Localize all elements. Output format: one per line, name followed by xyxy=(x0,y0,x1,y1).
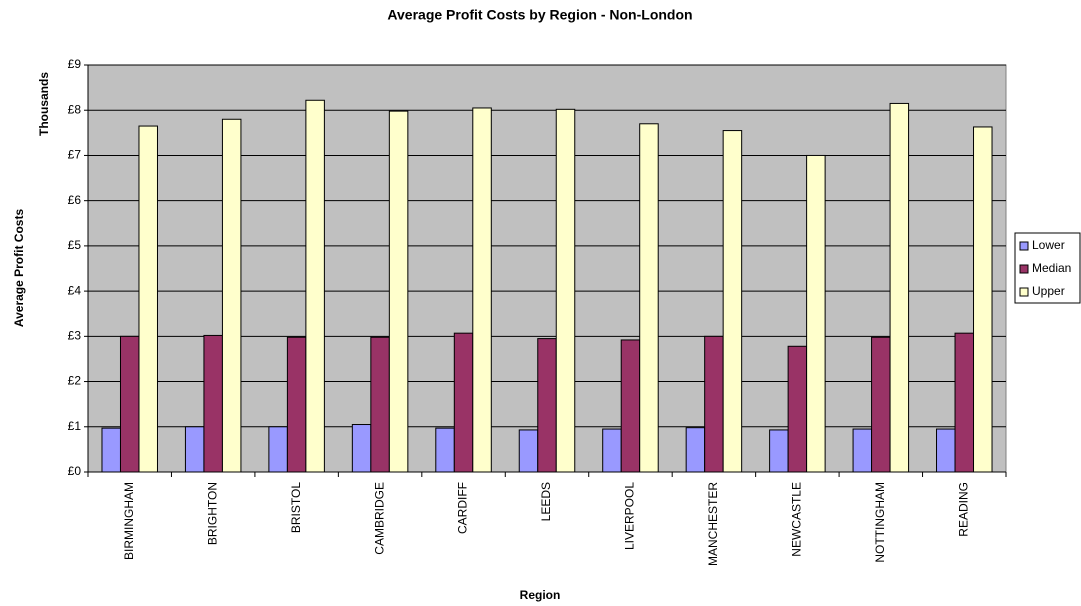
y-tick-label: £5 xyxy=(68,238,82,252)
bar xyxy=(973,126,993,473)
bar xyxy=(221,118,242,473)
legend-label: Lower xyxy=(1032,238,1065,252)
y-tick-label: £0 xyxy=(68,464,82,478)
x-tick-label: LEEDS xyxy=(539,482,553,521)
bar xyxy=(472,107,492,473)
bar xyxy=(184,426,205,473)
legend-swatch xyxy=(1019,241,1029,251)
bar xyxy=(518,429,539,473)
legend-label: Median xyxy=(1032,261,1071,275)
bar xyxy=(138,125,158,473)
x-tick-label: BIRMINGHAM xyxy=(122,482,136,560)
legend-label: Upper xyxy=(1032,284,1065,298)
bar xyxy=(370,336,390,473)
x-tick-label: BRIGHTON xyxy=(205,482,219,545)
y-unit-label: Thousands xyxy=(37,72,51,136)
bar xyxy=(889,102,910,473)
bar xyxy=(351,424,372,473)
bar xyxy=(388,110,409,473)
y-tick-label: £9 xyxy=(68,57,82,71)
chart-title: Average Profit Costs by Region - Non-Lon… xyxy=(387,7,692,23)
x-axis-title: Region xyxy=(520,588,561,602)
y-axis-title: Average Profit Costs xyxy=(12,209,26,328)
bar xyxy=(787,345,808,473)
y-tick-label: £3 xyxy=(68,329,82,343)
y-tick-label: £2 xyxy=(68,374,82,388)
x-tick-label: BRISTOL xyxy=(289,482,303,533)
x-tick-label: MANCHESTER xyxy=(706,482,720,566)
x-tick-label: READING xyxy=(956,482,970,537)
x-tick-label: NOTTINGHAM xyxy=(873,482,887,563)
y-tick-label: £7 xyxy=(68,148,82,162)
bar xyxy=(555,108,576,473)
y-tick-label: £6 xyxy=(68,193,82,207)
bar xyxy=(119,335,140,473)
bar xyxy=(704,335,724,473)
bar xyxy=(871,336,891,473)
legend-swatch xyxy=(1019,287,1029,297)
bar xyxy=(203,334,223,473)
bar xyxy=(639,123,659,473)
bar xyxy=(936,428,956,473)
x-tick-label: NEWCASTLE xyxy=(790,482,804,557)
bar xyxy=(305,99,325,473)
bar xyxy=(602,428,622,473)
bar xyxy=(852,428,873,473)
x-tick-label: CARDIFF xyxy=(456,482,470,534)
bar xyxy=(806,154,826,473)
bar xyxy=(954,332,975,473)
bar xyxy=(769,429,789,473)
bar xyxy=(286,336,307,473)
x-tick-label: CAMBRIDGE xyxy=(372,482,386,555)
bar xyxy=(722,130,743,473)
y-tick-label: £8 xyxy=(68,102,82,116)
bar xyxy=(537,338,557,473)
bar xyxy=(101,427,121,473)
bar xyxy=(435,427,455,473)
y-tick-label: £4 xyxy=(68,283,82,297)
bar xyxy=(620,339,641,473)
legend-swatch xyxy=(1019,264,1029,274)
bar xyxy=(268,426,288,473)
bar xyxy=(453,332,474,473)
bar xyxy=(685,427,706,473)
y-tick-label: £1 xyxy=(68,419,82,433)
x-tick-label: LIVERPOOL xyxy=(623,482,637,550)
